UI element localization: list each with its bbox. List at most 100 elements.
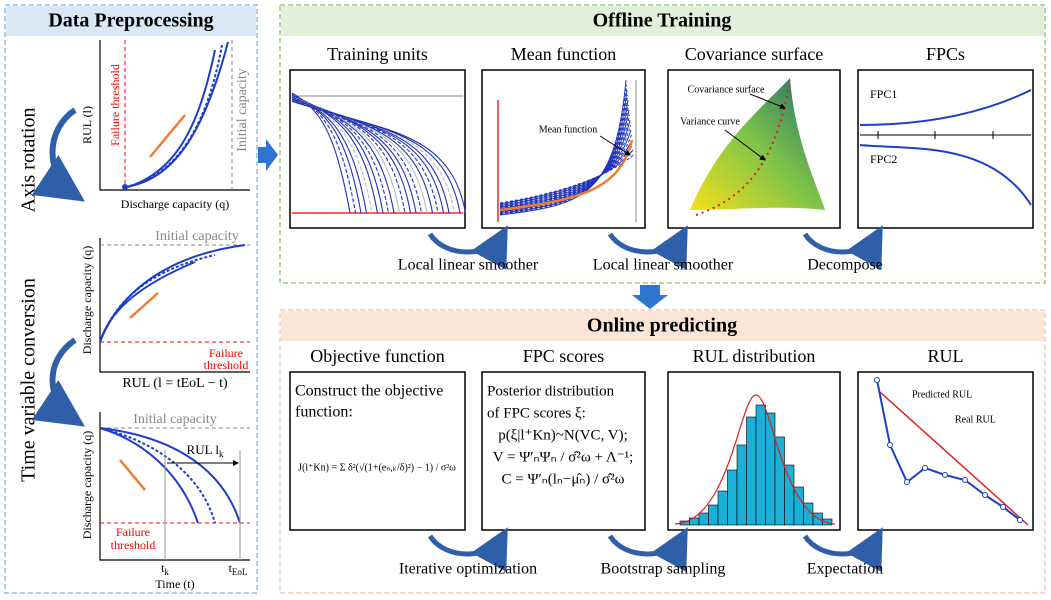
curved-arrow bbox=[427, 527, 508, 572]
pred-point bbox=[922, 465, 928, 471]
initial-label: Initial capacity bbox=[155, 229, 239, 244]
threshold-label: Failure bbox=[209, 346, 243, 360]
arrow-label: Bootstrap sampling bbox=[601, 561, 726, 578]
hist-bar bbox=[784, 464, 795, 526]
text-line: Posterior distribution bbox=[487, 383, 615, 399]
step-label: Time variable conversion bbox=[18, 278, 40, 482]
arrow-label: Expectation bbox=[807, 561, 883, 578]
panel-title: Offline Training bbox=[593, 10, 732, 32]
box-title: FPCs bbox=[926, 44, 965, 64]
tk-sub: k bbox=[164, 567, 169, 577]
unit-curve bbox=[291, 100, 467, 214]
flow-arrow bbox=[258, 139, 278, 171]
x-label: Discharge capacity (q) bbox=[121, 197, 229, 211]
partial-curve bbox=[149, 114, 186, 158]
partial-curve bbox=[119, 459, 146, 491]
curved-arrow bbox=[427, 225, 508, 270]
axes bbox=[99, 238, 250, 373]
rul-base: RUL l bbox=[187, 442, 220, 457]
mean-curve bbox=[499, 139, 634, 212]
box-title: RUL distribution bbox=[693, 346, 816, 366]
panel-title: Data Preprocessing bbox=[48, 10, 213, 32]
teol-base: t bbox=[229, 561, 233, 575]
hist-bar bbox=[708, 504, 719, 526]
curved-arrow bbox=[31, 107, 85, 202]
hist-bar bbox=[717, 490, 728, 526]
hist-bar bbox=[698, 512, 709, 526]
arrow-label: Iterative optimization bbox=[399, 561, 537, 578]
variance-curve bbox=[695, 79, 791, 216]
unit-curve bbox=[499, 94, 628, 214]
hist-bar bbox=[765, 412, 776, 526]
initial-label: Initial capacity bbox=[235, 68, 250, 152]
flow-arrow bbox=[632, 285, 668, 309]
panel-title: Online predicting bbox=[587, 315, 737, 337]
text-line: function: bbox=[295, 404, 353, 421]
unit-curve bbox=[499, 129, 632, 208]
note: FPC2 bbox=[870, 152, 897, 166]
unit-curve bbox=[499, 79, 627, 216]
hist-bar bbox=[822, 518, 833, 526]
threshold-label: threshold bbox=[204, 358, 249, 372]
pred-point bbox=[904, 479, 910, 485]
curve bbox=[99, 261, 196, 343]
text-line: Construct the objective bbox=[295, 383, 443, 400]
unit-curve bbox=[499, 124, 631, 209]
box-title: FPC scores bbox=[523, 346, 605, 366]
box-title: Training units bbox=[327, 44, 428, 64]
note: Mean function bbox=[539, 124, 598, 135]
text-line: p(ξ|l⁺Kn)~N(VC, V); bbox=[498, 427, 628, 443]
fpc2 bbox=[859, 144, 1032, 206]
unit-curve bbox=[499, 99, 629, 213]
axes bbox=[99, 412, 250, 561]
box bbox=[289, 69, 466, 229]
note: Predicted RUL bbox=[912, 389, 972, 400]
arrow-label: Local linear smoother bbox=[593, 257, 734, 274]
normal-curve bbox=[674, 394, 836, 525]
step-label: Axis rotation bbox=[18, 108, 40, 213]
box-title: Objective function bbox=[310, 346, 444, 366]
curve bbox=[127, 49, 216, 188]
pred-point bbox=[1000, 504, 1006, 510]
box-title: Covariance surface bbox=[685, 44, 823, 64]
header bbox=[6, 6, 256, 36]
box-title: RUL bbox=[928, 346, 964, 366]
curve bbox=[99, 427, 216, 524]
arrow-label: Decompose bbox=[807, 257, 883, 274]
tk-base: t bbox=[161, 561, 165, 575]
box bbox=[857, 69, 1034, 229]
pred-point bbox=[982, 492, 988, 498]
header bbox=[281, 6, 1044, 36]
curved-arrow bbox=[802, 225, 883, 270]
unit-curve bbox=[291, 98, 439, 214]
text-line: of FPC scores ξ: bbox=[487, 405, 586, 421]
pred-point bbox=[887, 442, 893, 448]
threshold-label: Failure threshold bbox=[108, 64, 122, 146]
unit-curve bbox=[499, 154, 634, 204]
curved-arrow bbox=[31, 337, 85, 427]
hist-bar bbox=[727, 469, 738, 526]
fpc1 bbox=[859, 89, 1032, 126]
pred-point bbox=[874, 377, 880, 383]
box bbox=[289, 371, 466, 531]
curved-arrow bbox=[607, 225, 688, 270]
box-title: Mean function bbox=[511, 44, 616, 64]
hist-bar bbox=[736, 444, 747, 526]
note: Covariance surface bbox=[688, 84, 765, 95]
tk-label: tk bbox=[161, 561, 169, 577]
header bbox=[281, 311, 1044, 341]
x-label: Time (t) bbox=[155, 577, 194, 591]
curved-arrow bbox=[607, 527, 688, 572]
rul-label: RUL lk bbox=[187, 442, 224, 459]
real-line bbox=[879, 391, 1029, 526]
pointer bbox=[599, 135, 631, 156]
pointer bbox=[724, 129, 766, 161]
hist-bar bbox=[755, 404, 766, 526]
unit-curve bbox=[499, 134, 632, 207]
note: Real RUL bbox=[955, 414, 996, 425]
note: FPC1 bbox=[870, 87, 897, 101]
pointer bbox=[749, 93, 786, 109]
y-label: Discharge capacity (q) bbox=[80, 246, 94, 354]
hist-bar bbox=[774, 436, 785, 526]
text-line: V = Ψ′ₙΨₙ / σ̂²ω + Λ⁻¹; bbox=[493, 449, 634, 465]
